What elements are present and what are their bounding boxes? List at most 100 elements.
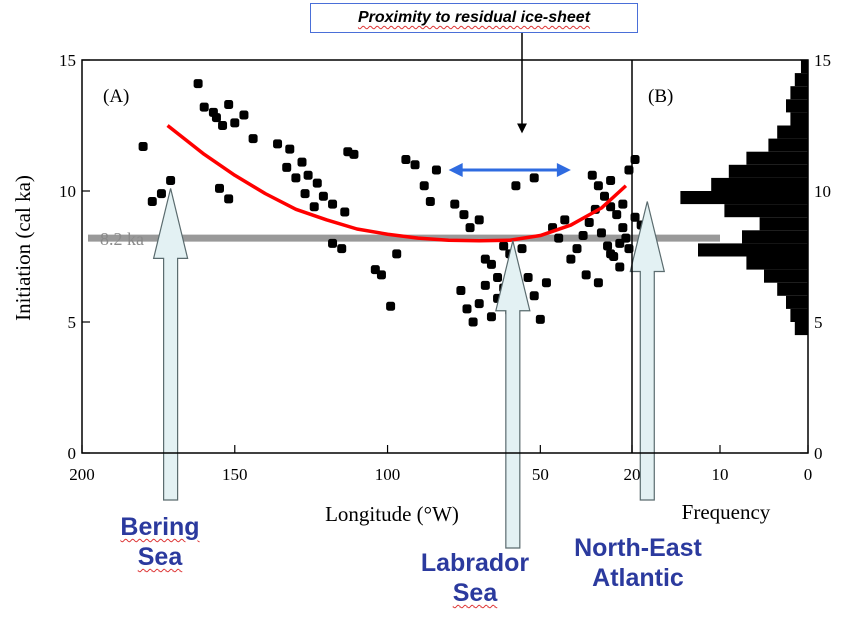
histogram-bar xyxy=(711,177,808,191)
region-labrador-line1: Labrador xyxy=(420,549,530,577)
scatter-point xyxy=(480,280,490,290)
scatter-point xyxy=(312,178,322,188)
x-tick-label: 200 xyxy=(69,465,95,484)
scatter-point xyxy=(572,244,582,254)
scatter-point xyxy=(285,144,295,154)
scatter-point xyxy=(309,202,319,212)
scatter-point xyxy=(156,189,166,199)
scatter-point xyxy=(630,155,640,165)
scatter-point xyxy=(386,301,396,311)
scatter-point xyxy=(425,196,435,206)
scatter-points xyxy=(138,79,655,327)
region-pointer-arrow xyxy=(152,188,189,501)
scatter-point xyxy=(581,270,591,280)
scatter-point xyxy=(615,262,625,272)
histogram-bar xyxy=(800,60,808,74)
scatter-point xyxy=(523,272,533,282)
scatter-point xyxy=(450,199,460,209)
scatter-point xyxy=(224,100,234,110)
scatter-point xyxy=(618,199,628,209)
histogram-bar xyxy=(786,99,808,113)
scatter-point xyxy=(318,191,328,201)
scatter-point xyxy=(529,291,539,301)
scatter-point xyxy=(535,314,545,324)
histogram-bar xyxy=(746,151,808,165)
scatter-point xyxy=(282,162,292,172)
region-label-ne-atlantic: North-East Atlantic xyxy=(548,533,728,593)
region-pointer-arrow xyxy=(629,201,666,501)
y-tick-label-right: 15 xyxy=(814,51,831,70)
scatter-point xyxy=(517,244,527,254)
x-tick-label: 100 xyxy=(375,465,401,484)
x-tick-label: 20 xyxy=(624,465,641,484)
y-axis-label: Initiation (cal ka) xyxy=(11,175,35,321)
scatter-point xyxy=(300,189,310,199)
scatter-point xyxy=(337,244,347,254)
region-labrador-line2: Sea xyxy=(452,579,498,607)
scatter-point xyxy=(193,79,203,89)
y-tick-label-left: 10 xyxy=(59,182,76,201)
region-pointer-arrow xyxy=(495,240,531,549)
scatter-point xyxy=(499,241,509,251)
scatter-point xyxy=(218,121,228,130)
scatter-point xyxy=(624,165,634,175)
scatter-point xyxy=(511,181,521,191)
histogram-bar xyxy=(777,282,808,296)
scatter-point xyxy=(465,223,475,233)
scatter-point xyxy=(474,215,484,225)
scatter-point xyxy=(215,183,224,193)
x-tick-label: 150 xyxy=(222,465,248,484)
y-tick-label-left: 15 xyxy=(59,51,76,70)
scatter-point xyxy=(328,199,338,209)
scatter-point xyxy=(462,304,472,314)
histogram-bar xyxy=(768,138,808,152)
axes-frame xyxy=(81,59,809,454)
scatter-point xyxy=(486,312,496,322)
histogram-bar xyxy=(794,73,808,87)
y-tick-label-right: 5 xyxy=(814,313,823,332)
scatter-point xyxy=(199,102,209,112)
callout-box: Proximity to residual ice-sheet xyxy=(310,3,638,33)
scatter-point xyxy=(566,254,576,264)
region-bering-line1: Bering xyxy=(120,513,200,541)
scatter-point xyxy=(624,244,634,254)
scatter-point xyxy=(166,176,176,186)
scatter-point xyxy=(401,155,411,165)
panel-b-label: (B) xyxy=(648,86,673,107)
scatter-point xyxy=(474,299,484,309)
histogram-bar xyxy=(794,322,808,336)
scatter-point xyxy=(600,191,609,201)
scatter-point xyxy=(587,170,597,180)
scatter-point xyxy=(593,278,603,288)
scatter-point xyxy=(224,194,234,204)
frequency-axis-label: Frequency xyxy=(682,500,771,524)
fit-curve-group xyxy=(166,124,628,243)
region-ne-atlantic-line2: Atlantic xyxy=(592,564,684,592)
histogram-bar xyxy=(746,256,808,270)
fit-curve xyxy=(166,124,628,243)
scatter-point xyxy=(493,272,503,282)
scatter-point xyxy=(211,113,221,123)
scatter-point xyxy=(303,170,313,180)
histogram-bar xyxy=(786,295,808,309)
y-tick-label-left: 0 xyxy=(68,444,77,463)
region-label-bering: Bering Sea xyxy=(95,512,225,572)
scatter-point xyxy=(349,149,359,159)
scatter-point xyxy=(468,317,478,327)
x-tick-label: 50 xyxy=(532,465,549,484)
scatter-point xyxy=(606,249,616,259)
histogram-bar xyxy=(728,164,808,178)
histogram-bars xyxy=(680,60,808,336)
x-axis-label: Longitude (°W) xyxy=(325,502,459,526)
scatter-point xyxy=(560,215,570,225)
scatter-point xyxy=(273,139,283,149)
y-tick-label-right: 10 xyxy=(814,182,831,201)
scatter-point xyxy=(248,134,258,144)
scatter-point xyxy=(328,238,338,248)
scatter-point xyxy=(593,181,603,191)
scatter-point xyxy=(340,207,350,217)
histogram-bar xyxy=(680,191,808,205)
callout-text: Proximity to residual ice-sheet xyxy=(357,9,591,26)
scatter-point xyxy=(596,228,606,238)
